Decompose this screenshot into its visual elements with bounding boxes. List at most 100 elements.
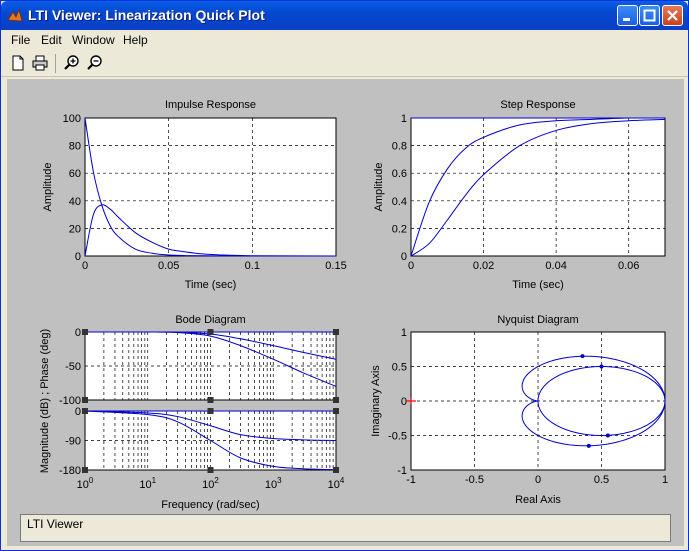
bode-mag-ytick-1: -50 xyxy=(65,361,81,373)
bode-mag-ytick-2: -100 xyxy=(59,395,81,407)
bode-xtick-4: 104 xyxy=(328,476,345,491)
nyquist-xtick-2: 0 xyxy=(535,474,541,486)
bode-xtick-2: 102 xyxy=(202,476,219,491)
nyquist-xtick-4: 1 xyxy=(662,474,668,486)
window-title: LTI Viewer: Linearization Quick Plot xyxy=(28,7,265,23)
step-ylabel: Amplitude xyxy=(373,163,385,212)
bode-phase-ytick-0: 0 xyxy=(75,406,81,418)
print-icon[interactable] xyxy=(31,54,49,72)
bode-marker-1-1-1 xyxy=(207,467,214,473)
step-ytick-5: 1 xyxy=(401,113,407,125)
step-xlabel: Time (sec) xyxy=(512,279,564,291)
bode-phase-ytick-1: -90 xyxy=(65,436,81,448)
nyquist-ytick-2: 0 xyxy=(401,396,407,408)
impulse-ylabel: Amplitude xyxy=(42,163,54,212)
impulse-series-0 xyxy=(84,117,336,257)
menu-bar: File Edit Window Help xyxy=(1,30,688,50)
impulse-axes xyxy=(84,117,337,257)
menu-file[interactable]: File xyxy=(11,33,31,47)
nyquist-title: Nyquist Diagram xyxy=(497,314,578,326)
status-bar: LTI Viewer xyxy=(20,514,671,542)
step-xtick-2: 0.04 xyxy=(545,260,566,272)
nyquist-arrow-1 xyxy=(599,364,604,369)
step-title: Step Response xyxy=(500,99,575,111)
impulse-ytick-3: 60 xyxy=(69,168,81,180)
impulse-xtick-1: 0.05 xyxy=(158,260,179,272)
title-bar[interactable]: LTI Viewer: Linearization Quick Plot xyxy=(1,1,688,30)
step-ytick-3: 0.6 xyxy=(392,168,407,180)
minimize-button[interactable] xyxy=(617,5,638,26)
step-axes xyxy=(410,117,666,257)
nyquist-arrow-0 xyxy=(580,354,585,359)
impulse-ytick-4: 80 xyxy=(69,141,81,153)
status-text: LTI Viewer xyxy=(27,517,84,531)
nyquist-xtick-3: 0.5 xyxy=(594,474,609,486)
impulse-xtick-3: 0.15 xyxy=(325,260,346,272)
bode-marker-1-0-1 xyxy=(207,408,214,414)
nyquist-series-1 xyxy=(521,355,666,447)
impulse-xlabel: Time (sec) xyxy=(185,279,237,291)
close-icon xyxy=(667,10,678,21)
zoom-in-icon[interactable] xyxy=(63,54,81,72)
bode-title: Bode Diagram xyxy=(175,314,245,326)
bode-marker-0-0-0 xyxy=(82,329,88,335)
nyquist-xlabel: Real Axis xyxy=(515,494,561,506)
new-icon[interactable] xyxy=(9,54,27,72)
impulse-ytick-1: 20 xyxy=(69,223,81,235)
nyquist-ytick-1: -0.5 xyxy=(388,431,407,443)
step-xtick-3: 0.06 xyxy=(618,260,639,272)
nyquist-critical-point xyxy=(406,398,416,404)
bode-marker-0-0-1 xyxy=(207,329,214,335)
zoom-out-icon[interactable] xyxy=(86,54,104,72)
impulse-title: Impulse Response xyxy=(165,99,256,111)
close-button[interactable] xyxy=(662,5,683,26)
step-ytick-1: 0.2 xyxy=(392,223,407,235)
matlab-logo-icon xyxy=(7,8,23,22)
impulse-ytick-0: 0 xyxy=(75,251,81,263)
maximize-button[interactable] xyxy=(639,5,660,26)
nyquist-xtick-0: -1 xyxy=(406,474,416,486)
bode-phase-ytick-2: -180 xyxy=(59,465,81,477)
step-ytick-4: 0.8 xyxy=(392,141,407,153)
maximize-icon xyxy=(643,9,656,22)
toolbar-separator xyxy=(55,54,56,73)
step-series-1 xyxy=(410,118,666,257)
menu-edit[interactable]: Edit xyxy=(41,33,62,47)
figure-area: Impulse Response 0 0.05 0.1 0.15 0 20 40 60 80 100… xyxy=(7,79,684,546)
bode-marker-1-1-2 xyxy=(333,467,339,473)
menu-window[interactable]: Window xyxy=(72,33,115,47)
nyquist-arrow-2 xyxy=(605,433,610,438)
step-xtick-1: 0.02 xyxy=(473,260,494,272)
bode-marker-0-1-1 xyxy=(207,397,214,403)
bode-phase-series-1 xyxy=(84,410,337,471)
step-xtick-0: 0 xyxy=(408,260,414,272)
nyquist-ytick-0: -1 xyxy=(397,465,407,477)
bode-xtick-1: 101 xyxy=(139,476,156,491)
bode-mag-ytick-0: 0 xyxy=(75,327,81,339)
nyquist-ylabel: Imaginary Axis xyxy=(370,365,382,437)
impulse-xtick-2: 0.1 xyxy=(245,260,260,272)
impulse-ytick-2: 40 xyxy=(69,196,81,208)
nyquist-arrow-3 xyxy=(586,443,591,448)
bode-phase-series-0 xyxy=(84,410,337,441)
bode-ylabel: Magnitude (dB) ; Phase (deg) xyxy=(39,329,51,473)
step-ytick-0: 0 xyxy=(401,251,407,263)
bode-marker-1-0-2 xyxy=(333,408,339,414)
minimize-icon xyxy=(623,18,630,21)
bode-marker-0-1-2 xyxy=(333,397,339,403)
bode-xlabel: Frequency (rad/sec) xyxy=(161,499,259,511)
step-ytick-2: 0.4 xyxy=(392,196,407,208)
nyquist-xtick-1: -0.5 xyxy=(465,474,484,486)
nyquist-ytick-3: 0.5 xyxy=(392,362,407,374)
nyquist-ytick-4: 1 xyxy=(401,327,407,339)
menu-help[interactable]: Help xyxy=(123,33,148,47)
bode-marker-1-1-0 xyxy=(82,467,88,473)
impulse-ytick-5: 100 xyxy=(63,113,81,125)
toolbar xyxy=(1,51,688,77)
bode-xtick-0: 100 xyxy=(77,476,94,491)
impulse-series-1 xyxy=(84,204,337,257)
bode-xtick-3: 103 xyxy=(265,476,282,491)
bode-marker-0-1-0 xyxy=(82,397,88,403)
